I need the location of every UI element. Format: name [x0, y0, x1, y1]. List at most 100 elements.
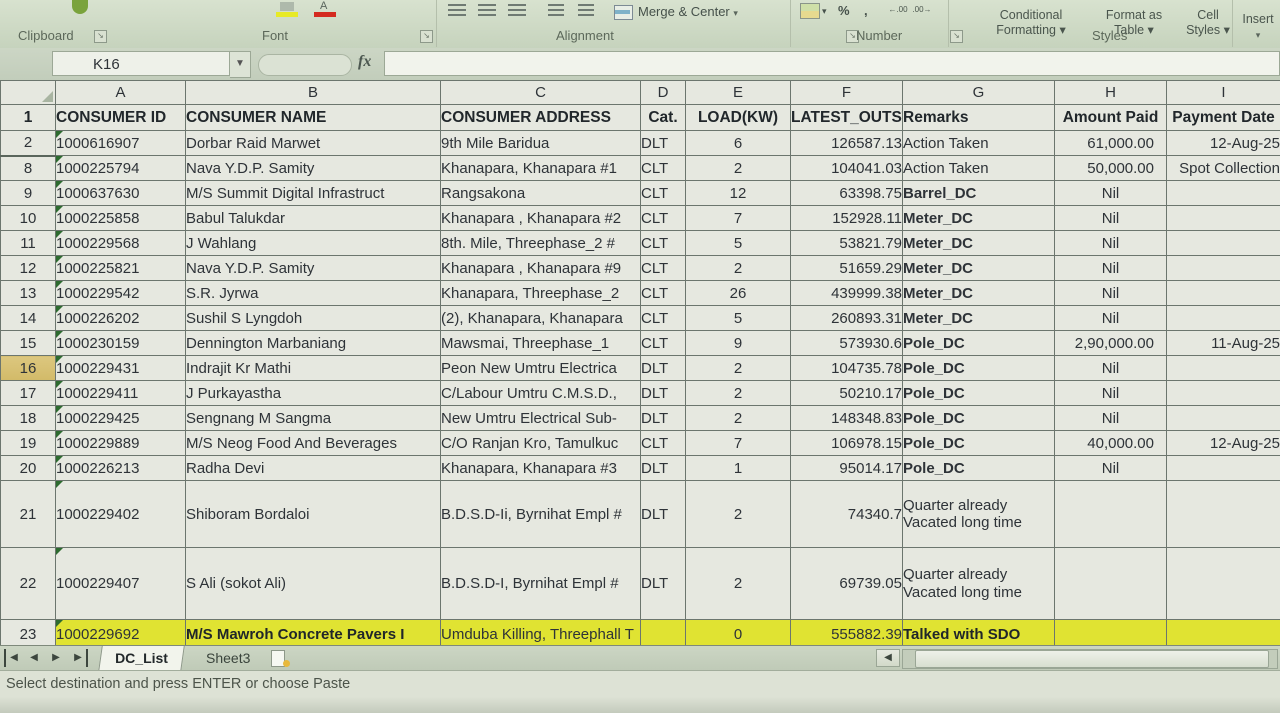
cell-A18[interactable]: 1000229425: [55, 405, 186, 431]
row-header-14[interactable]: 14: [0, 305, 56, 331]
row-header-8[interactable]: 8: [0, 154, 56, 181]
cell-A12[interactable]: 1000225821: [55, 255, 186, 281]
row-header-16[interactable]: 16: [0, 355, 56, 381]
cell-D9[interactable]: CLT: [640, 180, 686, 206]
cell-H10[interactable]: Nil: [1054, 205, 1167, 231]
column-header-A[interactable]: A: [55, 80, 186, 105]
cell-C14[interactable]: (2), Khanapara, Khanapara: [440, 305, 641, 331]
cell-B15[interactable]: Dennington Marbaniang: [185, 330, 441, 356]
cell-D1[interactable]: Cat.: [640, 104, 686, 131]
cell-I17[interactable]: [1166, 380, 1280, 406]
row-header-23[interactable]: 23: [0, 619, 56, 645]
cell-G1[interactable]: Remarks: [902, 104, 1055, 131]
cell-F14[interactable]: 260893.31: [790, 305, 903, 331]
fill-color-button[interactable]: [276, 2, 298, 17]
cell-E21[interactable]: 2: [685, 480, 791, 548]
font-color-button[interactable]: A: [314, 0, 336, 17]
cell-A22[interactable]: 1000229407: [55, 547, 186, 620]
cell-B21[interactable]: Shiboram Bordaloi: [185, 480, 441, 548]
cell-E22[interactable]: 2: [685, 547, 791, 620]
cell-D11[interactable]: CLT: [640, 230, 686, 256]
cell-I11[interactable]: [1166, 230, 1280, 256]
cell-H17[interactable]: Nil: [1054, 380, 1167, 406]
cell-A15[interactable]: 1000230159: [55, 330, 186, 356]
cell-B20[interactable]: Radha Devi: [185, 455, 441, 481]
cell-D12[interactable]: CLT: [640, 255, 686, 281]
cell-B18[interactable]: Sengnang M Sangma: [185, 405, 441, 431]
cell-G13[interactable]: Meter_DC: [902, 280, 1055, 306]
cell-I22[interactable]: [1166, 547, 1280, 620]
row-header-17[interactable]: 17: [0, 380, 56, 406]
cell-F11[interactable]: 53821.79: [790, 230, 903, 256]
cell-C12[interactable]: Khanapara , Khanapara #9: [440, 255, 641, 281]
row-header-10[interactable]: 10: [0, 205, 56, 231]
comma-style-button[interactable]: ,: [864, 3, 868, 18]
row-header-12[interactable]: 12: [0, 255, 56, 281]
cell-I13[interactable]: [1166, 280, 1280, 306]
cell-H15[interactable]: 2,90,000.00: [1054, 330, 1167, 356]
cell-G14[interactable]: Meter_DC: [902, 305, 1055, 331]
cell-I14[interactable]: [1166, 305, 1280, 331]
cell-B11[interactable]: J Wahlang: [185, 230, 441, 256]
cell-A16[interactable]: 1000229431: [55, 355, 186, 381]
row-header-22[interactable]: 22: [0, 547, 56, 620]
cell-F20[interactable]: 95014.17: [790, 455, 903, 481]
insert-function-button[interactable]: fx: [358, 53, 372, 70]
cell-F21[interactable]: 74340.7: [790, 480, 903, 548]
cell-G20[interactable]: Pole_DC: [902, 455, 1055, 481]
align-bottom-button[interactable]: [508, 4, 526, 17]
accounting-format-button[interactable]: [800, 3, 820, 19]
cell-F9[interactable]: 63398.75: [790, 180, 903, 206]
cell-B2[interactable]: Dorbar Raid Marwet: [185, 130, 441, 156]
cell-H22[interactable]: [1054, 547, 1167, 620]
cell-B16[interactable]: Indrajit Kr Mathi: [185, 355, 441, 381]
cell-H13[interactable]: Nil: [1054, 280, 1167, 306]
cell-F8[interactable]: 104041.03: [790, 155, 903, 181]
cell-H23[interactable]: [1054, 619, 1167, 645]
last-sheet-icon[interactable]: ▶: [70, 649, 88, 667]
row-header-11[interactable]: 11: [0, 230, 56, 256]
cell-G10[interactable]: Meter_DC: [902, 205, 1055, 231]
column-header-C[interactable]: C: [440, 80, 641, 105]
format-painter-icon[interactable]: [72, 0, 88, 14]
cell-A8[interactable]: 1000225794: [55, 155, 186, 181]
cell-D18[interactable]: DLT: [640, 405, 686, 431]
next-sheet-icon[interactable]: ▶: [52, 652, 60, 663]
cell-C17[interactable]: C/Labour Umtru C.M.S.D.,: [440, 380, 641, 406]
cell-A19[interactable]: 1000229889: [55, 430, 186, 456]
cell-B1[interactable]: CONSUMER NAME: [185, 104, 441, 131]
percent-style-button[interactable]: %: [838, 3, 850, 18]
cell-D14[interactable]: CLT: [640, 305, 686, 331]
cell-C22[interactable]: B.D.S.D-I, Byrnihat Empl #: [440, 547, 641, 620]
formula-input[interactable]: [384, 51, 1280, 76]
cell-I15[interactable]: 11-Aug-25: [1166, 330, 1280, 356]
cell-C19[interactable]: C/O Ranjan Kro, Tamulkuc: [440, 430, 641, 456]
cell-B17[interactable]: J Purkayastha: [185, 380, 441, 406]
cell-H16[interactable]: Nil: [1054, 355, 1167, 381]
column-header-G[interactable]: G: [902, 80, 1055, 105]
accounting-dropdown-icon[interactable]: ▾: [822, 6, 827, 16]
decrease-decimal-button[interactable]: .00→: [912, 5, 932, 14]
cell-D20[interactable]: DLT: [640, 455, 686, 481]
cell-I16[interactable]: [1166, 355, 1280, 381]
cell-G11[interactable]: Meter_DC: [902, 230, 1055, 256]
cell-A14[interactable]: 1000226202: [55, 305, 186, 331]
cell-E2[interactable]: 6: [685, 130, 791, 156]
cell-D10[interactable]: CLT: [640, 205, 686, 231]
tab-sheet3[interactable]: Sheet3: [206, 650, 251, 666]
cell-styles-button[interactable]: Cell Styles ▾: [1186, 8, 1230, 37]
conditional-formatting-button[interactable]: Conditional Formatting ▾: [996, 8, 1066, 37]
cell-G12[interactable]: Meter_DC: [902, 255, 1055, 281]
row-header-1[interactable]: 1: [0, 104, 56, 131]
cell-G19[interactable]: Pole_DC: [902, 430, 1055, 456]
column-header-H[interactable]: H: [1054, 80, 1167, 105]
cell-D2[interactable]: DLT: [640, 130, 686, 156]
cell-G18[interactable]: Pole_DC: [902, 405, 1055, 431]
cell-A17[interactable]: 1000229411: [55, 380, 186, 406]
cell-A2[interactable]: 1000616907: [55, 130, 186, 156]
cell-A10[interactable]: 1000225858: [55, 205, 186, 231]
cell-H8[interactable]: 50,000.00: [1054, 155, 1167, 181]
font-dialog-launcher-icon[interactable]: ↘: [420, 30, 433, 43]
merge-center-button[interactable]: Merge & Center ▾: [638, 4, 738, 19]
column-header-D[interactable]: D: [640, 80, 686, 105]
